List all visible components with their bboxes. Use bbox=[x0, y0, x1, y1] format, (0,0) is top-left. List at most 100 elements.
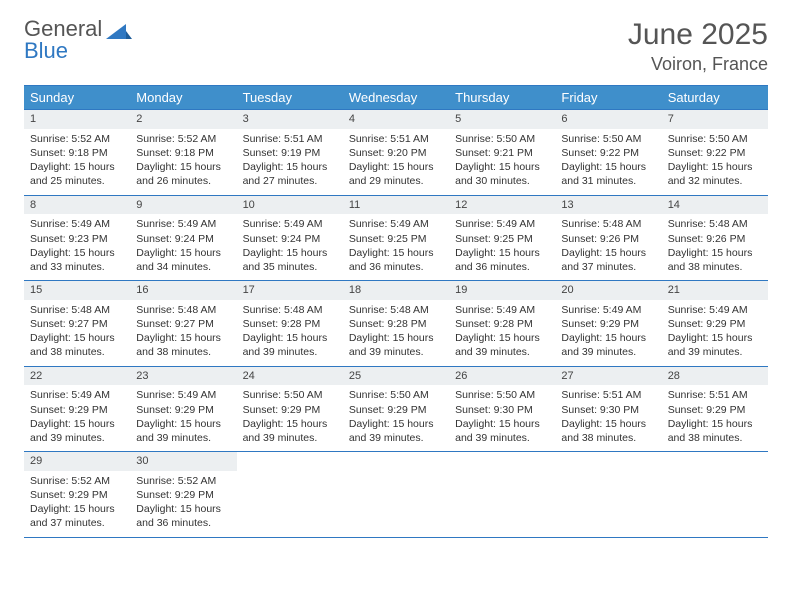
day-body: Sunrise: 5:50 AMSunset: 9:29 PMDaylight:… bbox=[343, 385, 449, 451]
sunset-line: Sunset: 9:19 PM bbox=[243, 146, 337, 160]
week-row: 15Sunrise: 5:48 AMSunset: 9:27 PMDayligh… bbox=[24, 281, 768, 367]
sunset-line: Sunset: 9:25 PM bbox=[455, 232, 549, 246]
day-cell: 1Sunrise: 5:52 AMSunset: 9:18 PMDaylight… bbox=[24, 110, 130, 195]
daylight-line: Daylight: 15 hours and 38 minutes. bbox=[561, 417, 655, 445]
sunset-line: Sunset: 9:27 PM bbox=[136, 317, 230, 331]
day-number: 8 bbox=[24, 196, 130, 215]
sunrise-line: Sunrise: 5:48 AM bbox=[243, 303, 337, 317]
sunset-line: Sunset: 9:29 PM bbox=[668, 317, 762, 331]
day-cell: 28Sunrise: 5:51 AMSunset: 9:29 PMDayligh… bbox=[662, 367, 768, 452]
sunset-line: Sunset: 9:22 PM bbox=[561, 146, 655, 160]
day-body: Sunrise: 5:50 AMSunset: 9:22 PMDaylight:… bbox=[555, 129, 661, 195]
sunset-line: Sunset: 9:24 PM bbox=[136, 232, 230, 246]
day-number: 3 bbox=[237, 110, 343, 129]
day-body: Sunrise: 5:48 AMSunset: 9:28 PMDaylight:… bbox=[343, 300, 449, 366]
sunset-line: Sunset: 9:30 PM bbox=[455, 403, 549, 417]
day-cell: 3Sunrise: 5:51 AMSunset: 9:19 PMDaylight… bbox=[237, 110, 343, 195]
sunset-line: Sunset: 9:24 PM bbox=[243, 232, 337, 246]
sunrise-line: Sunrise: 5:49 AM bbox=[455, 303, 549, 317]
day-cell: 5Sunrise: 5:50 AMSunset: 9:21 PMDaylight… bbox=[449, 110, 555, 195]
daylight-line: Daylight: 15 hours and 38 minutes. bbox=[136, 331, 230, 359]
day-number: 18 bbox=[343, 281, 449, 300]
sunset-line: Sunset: 9:27 PM bbox=[30, 317, 124, 331]
sunset-line: Sunset: 9:29 PM bbox=[30, 403, 124, 417]
sunset-line: Sunset: 9:29 PM bbox=[136, 403, 230, 417]
day-cell bbox=[237, 452, 343, 537]
dow-monday: Monday bbox=[130, 86, 236, 109]
day-cell bbox=[343, 452, 449, 537]
sunrise-line: Sunrise: 5:51 AM bbox=[243, 132, 337, 146]
sunset-line: Sunset: 9:29 PM bbox=[30, 488, 124, 502]
day-cell bbox=[662, 452, 768, 537]
logo-text: General Blue bbox=[24, 18, 102, 62]
sunset-line: Sunset: 9:23 PM bbox=[30, 232, 124, 246]
day-cell: 10Sunrise: 5:49 AMSunset: 9:24 PMDayligh… bbox=[237, 196, 343, 281]
day-cell: 7Sunrise: 5:50 AMSunset: 9:22 PMDaylight… bbox=[662, 110, 768, 195]
day-body: Sunrise: 5:48 AMSunset: 9:26 PMDaylight:… bbox=[555, 214, 661, 280]
sunrise-line: Sunrise: 5:51 AM bbox=[349, 132, 443, 146]
day-cell: 20Sunrise: 5:49 AMSunset: 9:29 PMDayligh… bbox=[555, 281, 661, 366]
day-body: Sunrise: 5:49 AMSunset: 9:29 PMDaylight:… bbox=[24, 385, 130, 451]
sunrise-line: Sunrise: 5:49 AM bbox=[349, 217, 443, 231]
logo-word-2: Blue bbox=[24, 38, 68, 63]
sunset-line: Sunset: 9:30 PM bbox=[561, 403, 655, 417]
day-number: 10 bbox=[237, 196, 343, 215]
day-cell: 19Sunrise: 5:49 AMSunset: 9:28 PMDayligh… bbox=[449, 281, 555, 366]
day-number: 20 bbox=[555, 281, 661, 300]
day-body: Sunrise: 5:52 AMSunset: 9:18 PMDaylight:… bbox=[24, 129, 130, 195]
sunset-line: Sunset: 9:28 PM bbox=[243, 317, 337, 331]
calendar: Sunday Monday Tuesday Wednesday Thursday… bbox=[24, 85, 768, 538]
daylight-line: Daylight: 15 hours and 33 minutes. bbox=[30, 246, 124, 274]
daylight-line: Daylight: 15 hours and 39 minutes. bbox=[455, 331, 549, 359]
location: Voiron, France bbox=[628, 54, 768, 75]
sunset-line: Sunset: 9:21 PM bbox=[455, 146, 549, 160]
day-cell: 11Sunrise: 5:49 AMSunset: 9:25 PMDayligh… bbox=[343, 196, 449, 281]
sunrise-line: Sunrise: 5:48 AM bbox=[349, 303, 443, 317]
dow-row: Sunday Monday Tuesday Wednesday Thursday… bbox=[24, 86, 768, 109]
sunrise-line: Sunrise: 5:51 AM bbox=[561, 388, 655, 402]
sunrise-line: Sunrise: 5:52 AM bbox=[30, 474, 124, 488]
day-cell: 29Sunrise: 5:52 AMSunset: 9:29 PMDayligh… bbox=[24, 452, 130, 537]
sunset-line: Sunset: 9:18 PM bbox=[30, 146, 124, 160]
day-number: 16 bbox=[130, 281, 236, 300]
day-number: 17 bbox=[237, 281, 343, 300]
sunrise-line: Sunrise: 5:49 AM bbox=[30, 388, 124, 402]
daylight-line: Daylight: 15 hours and 38 minutes. bbox=[30, 331, 124, 359]
sunset-line: Sunset: 9:29 PM bbox=[243, 403, 337, 417]
sunrise-line: Sunrise: 5:49 AM bbox=[455, 217, 549, 231]
day-cell: 23Sunrise: 5:49 AMSunset: 9:29 PMDayligh… bbox=[130, 367, 236, 452]
sunrise-line: Sunrise: 5:49 AM bbox=[668, 303, 762, 317]
day-number: 5 bbox=[449, 110, 555, 129]
day-number: 9 bbox=[130, 196, 236, 215]
daylight-line: Daylight: 15 hours and 39 minutes. bbox=[349, 331, 443, 359]
month-title: June 2025 bbox=[628, 18, 768, 52]
day-cell: 26Sunrise: 5:50 AMSunset: 9:30 PMDayligh… bbox=[449, 367, 555, 452]
sunset-line: Sunset: 9:29 PM bbox=[349, 403, 443, 417]
day-number: 21 bbox=[662, 281, 768, 300]
day-cell: 13Sunrise: 5:48 AMSunset: 9:26 PMDayligh… bbox=[555, 196, 661, 281]
day-number: 1 bbox=[24, 110, 130, 129]
day-cell: 17Sunrise: 5:48 AMSunset: 9:28 PMDayligh… bbox=[237, 281, 343, 366]
sunset-line: Sunset: 9:26 PM bbox=[561, 232, 655, 246]
day-cell: 27Sunrise: 5:51 AMSunset: 9:30 PMDayligh… bbox=[555, 367, 661, 452]
day-number: 30 bbox=[130, 452, 236, 471]
day-body: Sunrise: 5:52 AMSunset: 9:29 PMDaylight:… bbox=[24, 471, 130, 537]
day-cell: 22Sunrise: 5:49 AMSunset: 9:29 PMDayligh… bbox=[24, 367, 130, 452]
daylight-line: Daylight: 15 hours and 25 minutes. bbox=[30, 160, 124, 188]
day-body: Sunrise: 5:50 AMSunset: 9:21 PMDaylight:… bbox=[449, 129, 555, 195]
week-row: 29Sunrise: 5:52 AMSunset: 9:29 PMDayligh… bbox=[24, 452, 768, 538]
day-number: 15 bbox=[24, 281, 130, 300]
daylight-line: Daylight: 15 hours and 39 minutes. bbox=[136, 417, 230, 445]
day-number: 24 bbox=[237, 367, 343, 386]
day-body: Sunrise: 5:51 AMSunset: 9:19 PMDaylight:… bbox=[237, 129, 343, 195]
day-body: Sunrise: 5:49 AMSunset: 9:23 PMDaylight:… bbox=[24, 214, 130, 280]
day-number: 26 bbox=[449, 367, 555, 386]
dow-sunday: Sunday bbox=[24, 86, 130, 109]
sunset-line: Sunset: 9:18 PM bbox=[136, 146, 230, 160]
day-body: Sunrise: 5:49 AMSunset: 9:25 PMDaylight:… bbox=[343, 214, 449, 280]
week-row: 8Sunrise: 5:49 AMSunset: 9:23 PMDaylight… bbox=[24, 196, 768, 282]
sunset-line: Sunset: 9:20 PM bbox=[349, 146, 443, 160]
sunrise-line: Sunrise: 5:50 AM bbox=[349, 388, 443, 402]
sunrise-line: Sunrise: 5:48 AM bbox=[30, 303, 124, 317]
day-number: 23 bbox=[130, 367, 236, 386]
